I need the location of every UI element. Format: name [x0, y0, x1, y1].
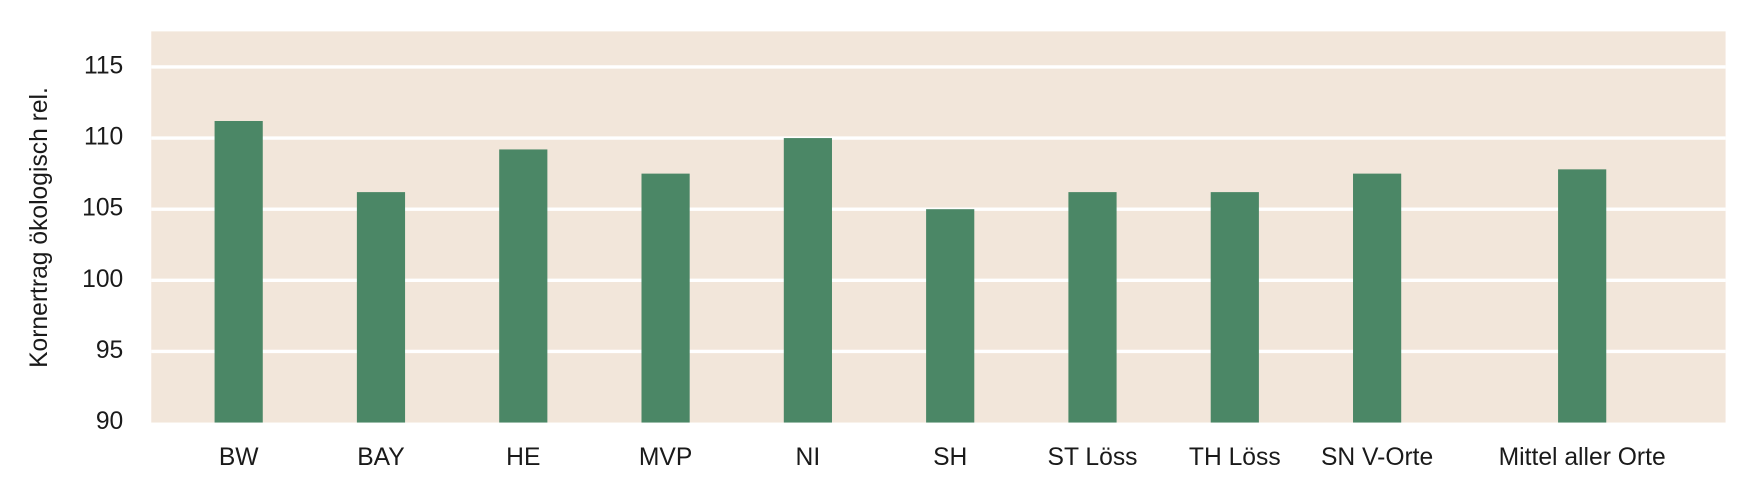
x-tick-label: NI [796, 444, 821, 471]
y-tick-label: 105 [82, 195, 123, 222]
y-tick-label: 110 [84, 124, 123, 151]
x-tick-label: BAY [357, 444, 404, 471]
bar [214, 120, 263, 423]
y-tick-label: 100 [82, 266, 123, 293]
x-tick-label: BW [219, 444, 259, 471]
x-tick-label: SH [933, 444, 967, 471]
x-tick-label: HE [506, 444, 540, 471]
y-tick-label: 90 [96, 408, 123, 435]
x-tick-label: SN V-Orte [1321, 444, 1433, 471]
y-tick-label: 95 [96, 337, 123, 364]
bar [926, 209, 975, 423]
x-tick-label: TH Löss [1189, 444, 1281, 471]
bar [783, 138, 832, 423]
bar [1353, 173, 1402, 423]
bar [356, 192, 406, 423]
bar [499, 149, 548, 423]
bar [1210, 192, 1259, 423]
bar [1558, 169, 1607, 423]
y-tick-label: 115 [84, 52, 123, 79]
bar [1068, 192, 1117, 423]
x-tick-label: ST Löss [1048, 444, 1138, 471]
y-axis-label: Kornertrag ökologisch rel. [26, 87, 53, 368]
x-tick-label: Mittel aller Orte [1499, 444, 1666, 471]
x-tick-label: MVP [639, 444, 692, 471]
bar [641, 173, 690, 423]
